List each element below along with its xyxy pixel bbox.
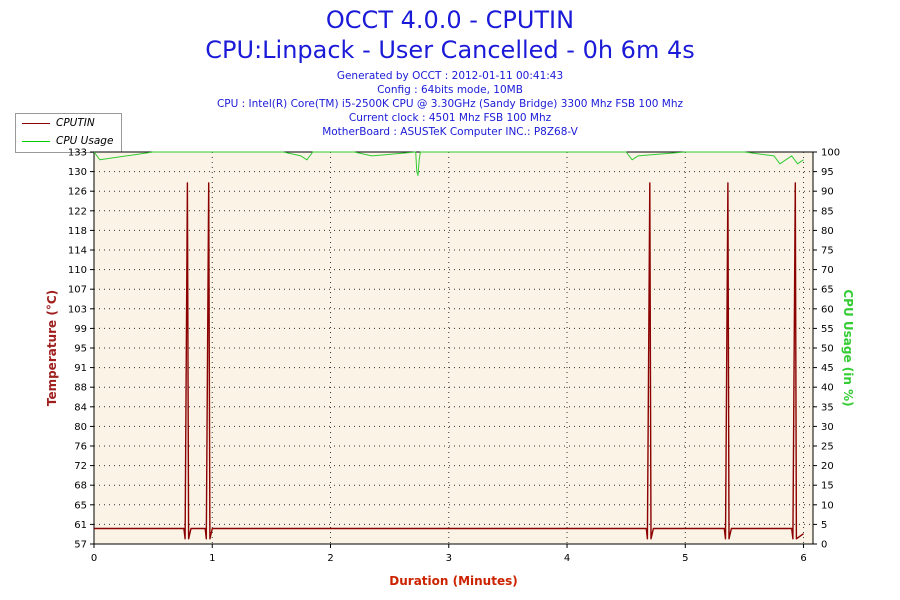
left-tick-label: 84 [74, 402, 87, 413]
x-tick-label: 1 [209, 553, 215, 564]
chart-legend: CPUTIN CPU Usage [15, 113, 122, 153]
left-tick-label: 57 [74, 540, 87, 551]
right-tick-label: 90 [821, 187, 834, 198]
left-tick-label: 126 [68, 187, 87, 198]
left-tick-label: 122 [68, 206, 87, 217]
right-axis: 0 5 10 15 20 25 30 35 40 45 50 55 60 65 70 75 80 85 90 95 10… [813, 148, 840, 551]
right-tick-label: 5 [821, 520, 827, 531]
x-tick-label: 6 [800, 553, 806, 564]
left-tick-label: 72 [74, 461, 87, 472]
left-tick-label: 95 [74, 344, 87, 355]
right-tick-label: 75 [821, 246, 834, 257]
generated-info: Generated by OCCT : 2012-01-11 00:41:43 [336, 70, 564, 82]
right-tick-label: 45 [821, 363, 834, 374]
right-tick-label: 55 [821, 324, 834, 335]
right-axis-label: CPU Usage (in %) [841, 289, 855, 406]
left-tick-label: 110 [68, 265, 87, 276]
x-tick-label: 0 [91, 553, 97, 564]
series-line-cputin [94, 182, 804, 540]
right-tick-label: 80 [821, 226, 834, 237]
legend-swatch-cpu-usage [22, 141, 50, 142]
right-tick-label: 40 [821, 383, 834, 394]
right-tick-label: 85 [821, 206, 834, 217]
right-tick-label: 25 [821, 442, 834, 453]
series-line-cpu-usage [93, 151, 804, 176]
right-tick-label: 65 [821, 285, 834, 296]
series-lines [93, 151, 804, 540]
left-axis: 57 61 65 68 72 76 80 84 88 91 95 99 103 107 110 114 118 1… [68, 148, 94, 551]
left-tick-label: 118 [68, 226, 87, 237]
chart-title: OCCT 4.0.0 - CPUTIN [325, 6, 575, 34]
cpu-info: CPU : Intel(R) Core(TM) i5-2500K CPU @ 3… [216, 98, 684, 110]
right-tick-label: 0 [821, 540, 827, 551]
x-tick-label: 4 [564, 553, 570, 564]
left-tick-label: 91 [74, 363, 87, 374]
right-tick-label: 35 [821, 402, 834, 413]
right-tick-label: 30 [821, 422, 834, 433]
clock-info: Current clock : 4501 Mhz FSB 100 Mhz [348, 112, 552, 124]
x-tick-label: 3 [446, 553, 452, 564]
right-tick-label: 60 [821, 304, 834, 315]
left-tick-label: 114 [68, 246, 87, 257]
plot-background [93, 151, 814, 545]
left-tick-label: 107 [68, 285, 87, 296]
right-tick-label: 15 [821, 481, 834, 492]
legend-label-cputin: CPUTIN [56, 117, 95, 129]
legend-item-cpu-usage: CPU Usage [16, 134, 121, 150]
config-info: Config : 64bits mode, 10MB [377, 84, 523, 96]
legend-item-cputin: CPUTIN [16, 116, 121, 132]
right-tick-label: 10 [821, 500, 834, 511]
x-axis-label: Duration (Minutes) [389, 574, 517, 588]
x-axis: 0 1 2 3 4 5 6 [91, 544, 807, 564]
x-tick-label: 2 [327, 553, 333, 564]
grid-lines [94, 152, 813, 544]
left-tick-label: 99 [74, 324, 87, 335]
legend-swatch-cputin [22, 123, 50, 124]
legend-label-cpu-usage: CPU Usage [56, 135, 114, 147]
right-tick-label: 70 [821, 265, 834, 276]
left-tick-label: 103 [68, 304, 87, 315]
x-tick-label: 5 [682, 553, 688, 564]
right-tick-label: 50 [821, 344, 834, 355]
left-axis-label: Temperature (°C) [45, 290, 59, 406]
left-tick-label: 80 [74, 422, 87, 433]
left-tick-label: 76 [74, 442, 87, 453]
left-tick-label: 133 [68, 148, 87, 159]
left-tick-label: 88 [74, 383, 87, 394]
right-tick-label: 95 [821, 167, 834, 178]
right-tick-label: 20 [821, 461, 834, 472]
chart-subtitle: CPU:Linpack - User Cancelled - 0h 6m 4s [205, 36, 695, 64]
right-tick-label: 100 [821, 148, 840, 159]
motherboard-info: MotherBoard : ASUSTeK Computer INC.: P8Z… [322, 126, 578, 138]
left-tick-label: 130 [68, 167, 87, 178]
left-tick-label: 61 [74, 520, 87, 531]
left-tick-label: 68 [74, 481, 87, 492]
left-tick-label: 65 [74, 500, 87, 511]
